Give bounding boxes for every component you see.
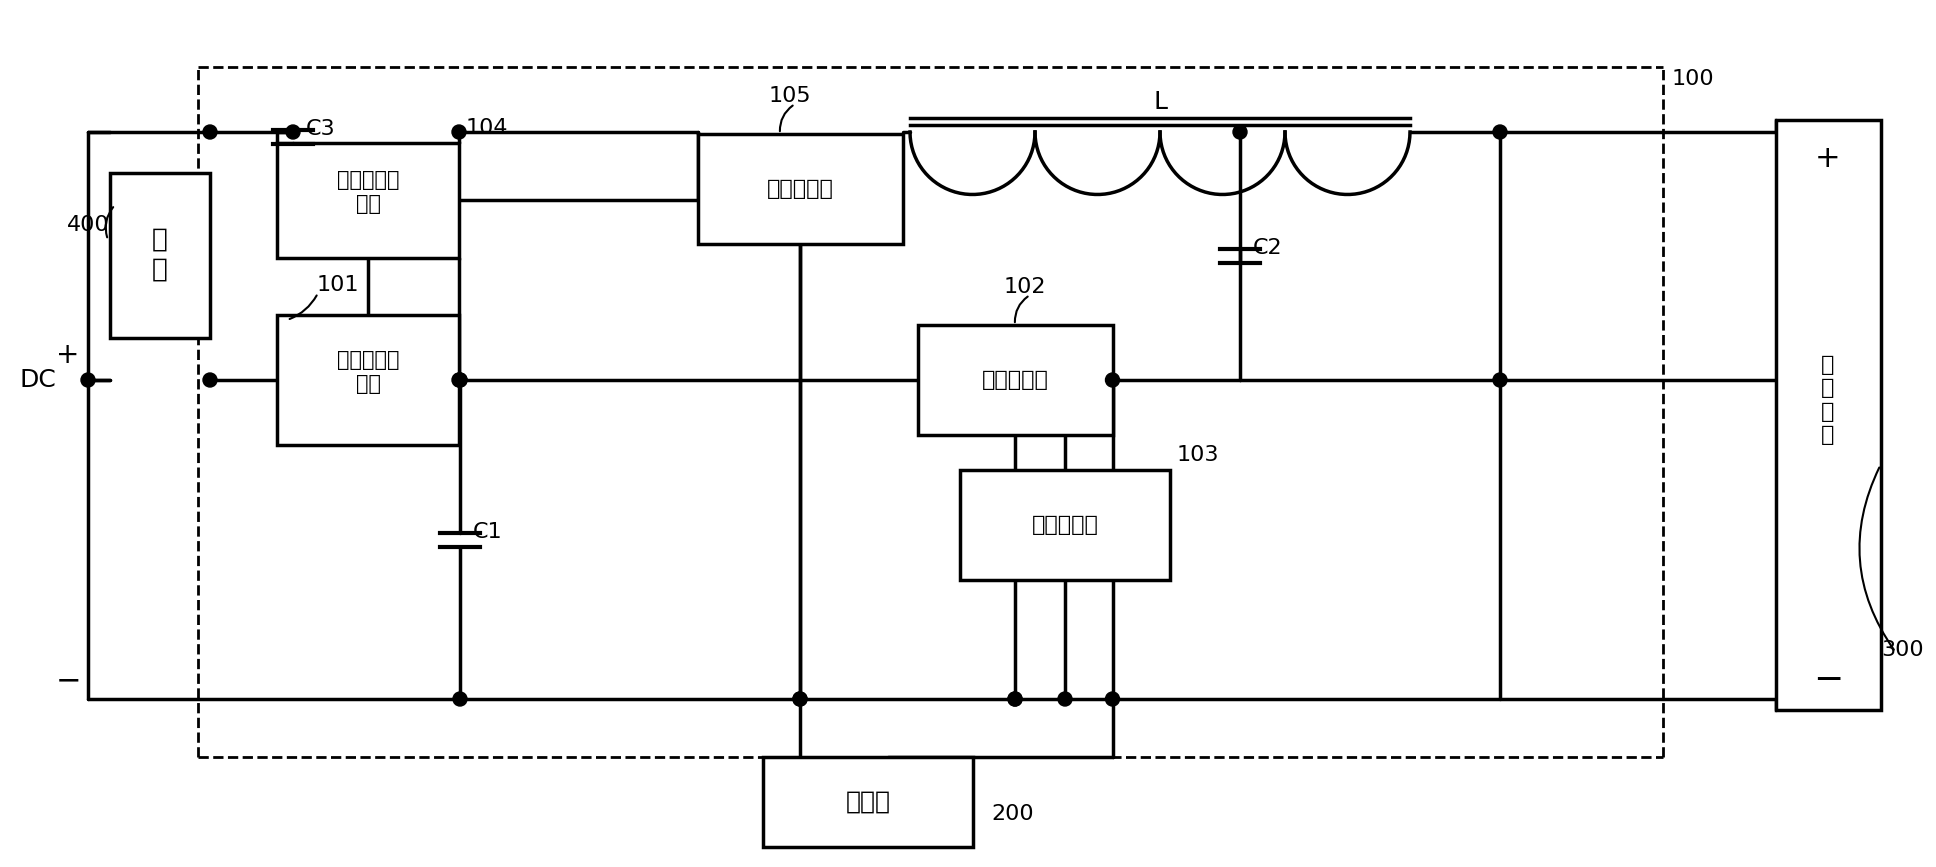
Circle shape	[81, 373, 95, 387]
Text: C2: C2	[1253, 238, 1284, 258]
Bar	[763, 757, 974, 847]
Circle shape	[1009, 692, 1022, 706]
Text: 储
能
装
置: 储 能 装 置	[1822, 355, 1835, 445]
Text: 100: 100	[1671, 69, 1713, 89]
Circle shape	[1493, 125, 1506, 139]
Circle shape	[451, 373, 467, 387]
Bar	[918, 325, 1113, 435]
Circle shape	[1493, 373, 1506, 387]
Text: L: L	[1154, 90, 1167, 114]
Text: 300: 300	[1882, 640, 1924, 660]
Circle shape	[1105, 373, 1119, 387]
Text: 第二开关管: 第二开关管	[1032, 515, 1098, 535]
Text: C3: C3	[306, 120, 335, 140]
Text: 400: 400	[66, 215, 108, 235]
Text: 102: 102	[1003, 277, 1045, 297]
Circle shape	[203, 125, 217, 139]
Text: DC: DC	[19, 368, 56, 392]
Circle shape	[1009, 692, 1022, 706]
Text: 第二半导体
开关: 第二半导体 开关	[337, 171, 399, 213]
Text: 104: 104	[467, 118, 509, 138]
Text: C1: C1	[472, 521, 503, 542]
Circle shape	[1057, 692, 1073, 706]
Text: 103: 103	[1177, 445, 1220, 465]
Circle shape	[1105, 692, 1119, 706]
Text: −: −	[1812, 663, 1843, 697]
Circle shape	[451, 125, 467, 139]
Text: 第一半导体
开关: 第一半导体 开关	[337, 350, 399, 394]
Bar	[110, 173, 209, 337]
Text: 105: 105	[769, 86, 811, 106]
Text: −: −	[56, 667, 81, 695]
Text: 第三开关管: 第三开关管	[767, 179, 832, 199]
Text: 负
载: 负 载	[153, 227, 168, 283]
Bar	[697, 134, 902, 244]
Circle shape	[794, 692, 807, 706]
Circle shape	[453, 373, 467, 387]
Text: 200: 200	[991, 804, 1034, 824]
Bar	[960, 470, 1169, 580]
Circle shape	[453, 692, 467, 706]
Text: +: +	[56, 341, 79, 369]
Text: 第一开关管: 第一开关管	[982, 370, 1049, 390]
Text: 控制器: 控制器	[846, 790, 891, 814]
Circle shape	[1233, 125, 1247, 139]
Bar	[277, 315, 459, 445]
Circle shape	[794, 692, 807, 706]
Text: +: +	[1816, 144, 1841, 173]
Bar	[277, 142, 459, 257]
Circle shape	[453, 373, 467, 387]
Circle shape	[203, 373, 217, 387]
Circle shape	[287, 125, 300, 139]
Bar	[1775, 120, 1880, 710]
Text: 101: 101	[318, 275, 360, 295]
